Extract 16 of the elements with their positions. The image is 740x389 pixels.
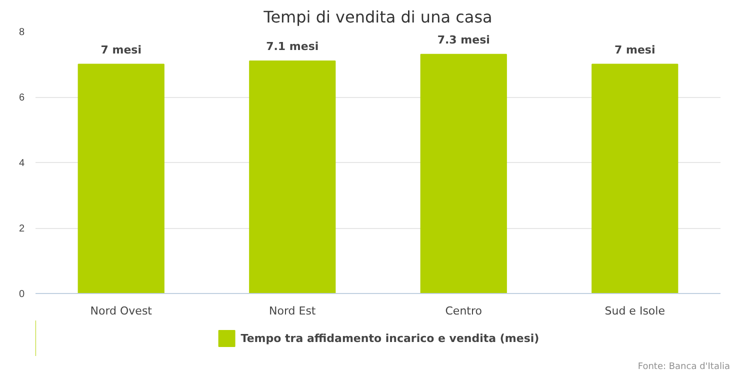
x-tick-label: Nord Ovest	[90, 304, 153, 318]
y-tick-label: 2	[18, 224, 25, 234]
source-note: Fonte: Banca d'Italia	[638, 361, 730, 374]
y-tick-label: 0	[18, 289, 25, 300]
chart-title: Tempi di vendita di una casa	[262, 8, 492, 26]
y-tick-label: 8	[18, 27, 25, 38]
data-label: 7 mesi	[100, 43, 142, 56]
x-tick-label: Sud e Isole	[604, 304, 666, 318]
legend-label: Tempo tra affidamento incarico e vendita (mesi)	[240, 332, 540, 344]
data-label: 7 mesi	[614, 43, 656, 56]
x-tick-label: Nord Est	[268, 304, 316, 318]
data-label: 7.1 mesi	[266, 40, 319, 53]
data-label: 7.3 mesi	[437, 33, 490, 46]
x-tick-label: Centro	[445, 304, 482, 318]
y-tick-label: 4	[18, 158, 25, 169]
y-tick-label: 6	[18, 92, 25, 104]
